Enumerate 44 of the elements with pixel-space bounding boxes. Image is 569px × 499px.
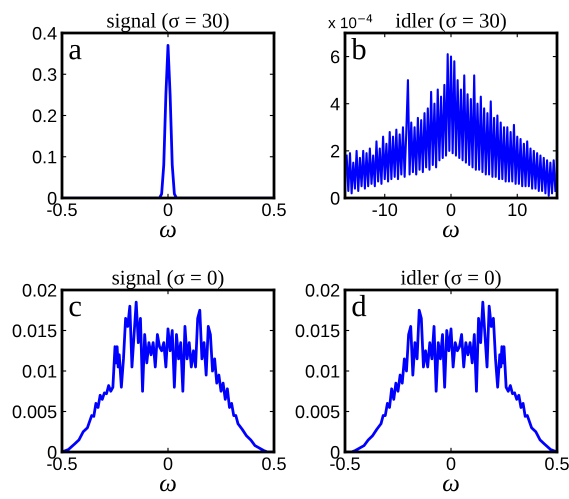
x-tick-label: 0.5 bbox=[262, 203, 286, 216]
y-tick-label: 0.005 bbox=[12, 405, 56, 418]
y-tick-label: 0.015 bbox=[296, 324, 340, 338]
chart-title: signal (σ = 30) bbox=[107, 12, 229, 32]
y-tick-label: 0.005 bbox=[296, 405, 340, 418]
text: x 10$^{−4}$ bbox=[328, 14, 372, 28]
x-tick-label: 10 bbox=[508, 203, 527, 216]
x-tick-label: 0.5 bbox=[545, 457, 569, 470]
annotation: a bbox=[69, 44, 82, 60]
chart-title: idler (σ = 30) bbox=[396, 12, 506, 32]
annotation: b bbox=[351, 38, 366, 60]
annotation: c bbox=[70, 302, 81, 316]
chart-title: signal (σ = 0) bbox=[112, 270, 224, 289]
x-axis-title: ω bbox=[443, 225, 459, 238]
y-tick-label: 0.02 bbox=[306, 284, 340, 297]
y-tick-label: 0 bbox=[48, 192, 56, 205]
x-tick-label: -10 bbox=[372, 203, 398, 216]
x-axis-title: ω bbox=[160, 225, 176, 238]
y-tick-label: 4 bbox=[330, 98, 340, 110]
x-axis-title: ω bbox=[443, 479, 459, 492]
y-tick-label: 0 bbox=[330, 446, 340, 459]
x-tick-label: 0 bbox=[164, 203, 172, 216]
y-tick-label: 0.3 bbox=[32, 68, 56, 81]
x-tick-label: -0.5 bbox=[330, 457, 360, 470]
x-axis-title: ω bbox=[160, 479, 176, 492]
y-tick-label: 6 bbox=[331, 50, 340, 64]
y-tick-label: 0.2 bbox=[32, 109, 56, 122]
x-tick-label: -0.5 bbox=[47, 203, 77, 216]
y-tick-label: 2 bbox=[331, 144, 340, 158]
x-tick-label: 0.5 bbox=[262, 457, 286, 470]
y-tick-label: 0.4 bbox=[32, 26, 57, 40]
y-tick-label: 0.01 bbox=[22, 364, 56, 378]
x-tick-label: 0 bbox=[164, 457, 172, 470]
y-tick-label: 0 bbox=[48, 446, 56, 459]
chart-title: idler (σ = 0) bbox=[400, 270, 501, 289]
x-tick-label: -0.5 bbox=[47, 457, 77, 470]
y-tick-label: 0.02 bbox=[22, 284, 56, 297]
x-tick-label: 0 bbox=[446, 203, 456, 216]
y-tick-label: 0.1 bbox=[32, 150, 56, 164]
annotation: d bbox=[352, 294, 366, 316]
y-tick-label: 0.015 bbox=[12, 324, 56, 338]
y-tick-label: 0.01 bbox=[306, 364, 340, 378]
y-tick-label: 0 bbox=[330, 192, 340, 205]
x-tick-label: 0 bbox=[446, 457, 456, 470]
